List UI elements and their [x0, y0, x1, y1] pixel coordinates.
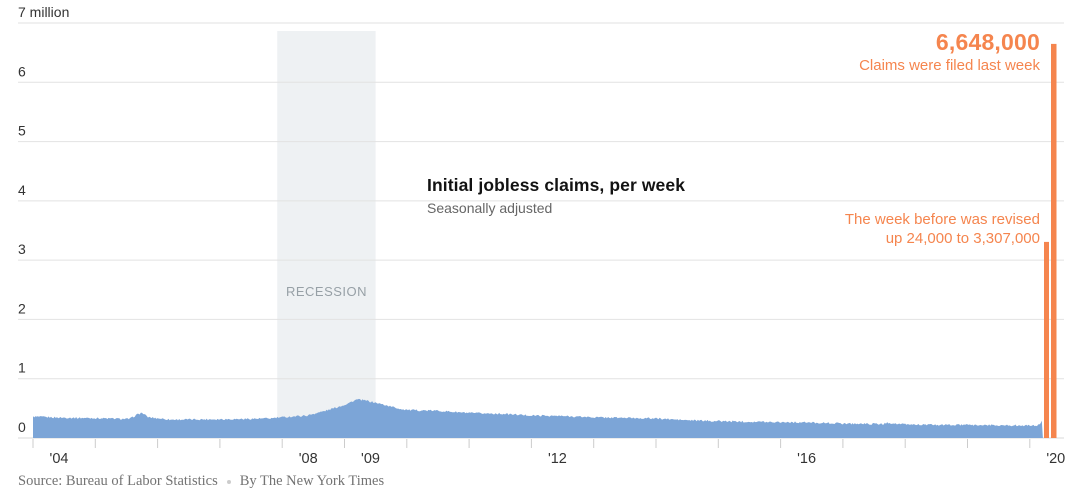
chart-title: Initial jobless claims, per week [427, 175, 686, 195]
y-axis-label-5: 5 [18, 123, 26, 139]
chart-plot-area: 7 million 6 5 4 3 2 1 0 '04 '08 '09 '12 '16 '20 [18, 4, 1065, 467]
x-axis-label-2004: '04 [50, 451, 69, 467]
y-axis-label-3: 3 [18, 241, 26, 257]
byline-text: By The New York Times [239, 473, 385, 489]
recession-band [277, 31, 376, 438]
y-axis-label-6: 6 [18, 63, 26, 79]
week-before-bar [1044, 241, 1049, 438]
latest-week-annotation: 6,648,000 Claims were filed last week [859, 30, 1040, 74]
x-axis-label-2009: '09 [361, 451, 380, 467]
revision-line-1: The week before was revised [844, 211, 1040, 228]
x-axis-label-2008: '08 [299, 451, 318, 467]
chart-title-block: Initial jobless claims, per week Seasona… [427, 175, 685, 216]
y-axis-label-7: 7 million [18, 4, 69, 20]
last-week-bar [1051, 43, 1057, 439]
latest-week-caption: Claims were filed last week [859, 57, 1040, 75]
separator-dot-icon [226, 479, 231, 484]
y-axis-label-2: 2 [18, 300, 26, 316]
y-axis-label-1: 1 [18, 360, 26, 376]
x-axis-label-2016: '16 [797, 451, 816, 467]
revision-line-2: up 24,000 to 3,307,000 [885, 230, 1040, 247]
recession-label: RECESSION [285, 284, 368, 299]
revision-annotation: The week before was revised up 24,000 to… [845, 210, 1040, 248]
x-axis-label-2020: '20 [1046, 451, 1065, 467]
x-axis-label-2012: '12 [548, 451, 567, 467]
claims-area-series [33, 398, 1043, 438]
y-axis-label-4: 4 [18, 182, 26, 198]
chart-subtitle: Seasonally adjusted [427, 200, 553, 216]
source-byline: Source: Bureau of Labor Statistics By Th… [18, 473, 384, 490]
source-text: Source: Bureau of Labor Statistics [18, 473, 218, 489]
latest-week-value: 6,648,000 [935, 29, 1040, 55]
y-axis-label-0: 0 [18, 419, 26, 435]
